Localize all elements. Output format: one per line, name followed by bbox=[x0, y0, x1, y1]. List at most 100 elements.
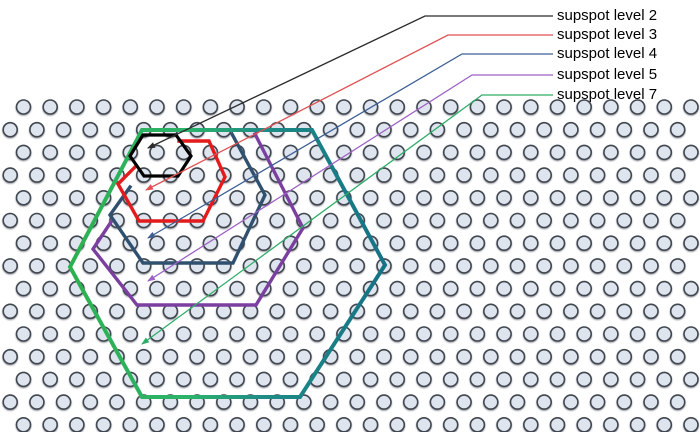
lattice-circle bbox=[175, 417, 192, 432]
lattice-circle bbox=[389, 190, 406, 206]
lattice-circle bbox=[549, 144, 566, 161]
legend-arrow-level-3 bbox=[145, 34, 553, 191]
lattice-circle bbox=[482, 167, 499, 183]
lattice-circle bbox=[669, 212, 686, 229]
lattice-circle bbox=[629, 190, 646, 206]
lattice-circle bbox=[669, 121, 686, 138]
lattice-circle bbox=[576, 235, 593, 251]
lattice-circle bbox=[589, 258, 606, 274]
lattice-circle bbox=[336, 417, 352, 432]
lattice-circle bbox=[629, 235, 646, 251]
lattice-circle bbox=[389, 99, 406, 115]
lattice-circle bbox=[149, 417, 165, 432]
lattice-circle bbox=[576, 144, 593, 161]
lattice-circle bbox=[202, 326, 219, 342]
lattice-circle bbox=[522, 371, 539, 388]
lattice-circle bbox=[429, 121, 446, 138]
lattice-circle bbox=[255, 326, 272, 342]
lattice-circle bbox=[589, 167, 606, 183]
lattice-circle bbox=[389, 417, 406, 432]
lattice-circle bbox=[42, 144, 59, 161]
lattice-circle bbox=[322, 303, 339, 320]
lattice-circle bbox=[576, 280, 593, 297]
lattice-circle bbox=[509, 303, 526, 320]
lattice-circle bbox=[469, 235, 486, 251]
lattice-circle bbox=[603, 417, 619, 432]
lattice-circle bbox=[175, 371, 192, 388]
lattice-circle bbox=[643, 121, 659, 138]
lattice-circle bbox=[362, 371, 379, 388]
lattice-circle bbox=[69, 144, 85, 161]
lattice-circle bbox=[282, 417, 299, 432]
hexagon-level-4-outline bbox=[107, 131, 267, 265]
lattice-circle bbox=[643, 258, 659, 274]
lattice-circle bbox=[576, 371, 593, 388]
lattice-circle bbox=[416, 326, 432, 342]
lattice-circle bbox=[656, 235, 673, 251]
lattice-circle bbox=[216, 348, 232, 365]
lattice-circle bbox=[629, 99, 646, 115]
lattice-circle bbox=[416, 280, 432, 297]
lattice-circle bbox=[549, 371, 566, 388]
lattice-circle bbox=[256, 417, 272, 432]
lattice-circle bbox=[496, 190, 512, 206]
lattice-circle bbox=[496, 144, 512, 161]
lattice-circle bbox=[109, 121, 125, 138]
lattice-circle bbox=[469, 190, 486, 206]
lattice-circle bbox=[216, 258, 232, 274]
lattice-circle bbox=[442, 235, 459, 251]
lattice-circle bbox=[149, 280, 165, 297]
lattice-circle bbox=[456, 303, 472, 320]
lattice-circle bbox=[2, 258, 18, 274]
lattice-circle bbox=[442, 371, 459, 388]
lattice-circle bbox=[175, 190, 192, 206]
lattice-circle bbox=[402, 394, 419, 410]
lattice-circle bbox=[549, 326, 566, 342]
lattice-circle bbox=[563, 394, 579, 410]
lattice-circle bbox=[536, 167, 553, 183]
legend-arrow-level-5 bbox=[147, 74, 553, 282]
lattice-circle bbox=[175, 326, 192, 342]
lattice-circle bbox=[255, 371, 272, 388]
lattice-circle bbox=[189, 348, 205, 365]
lattice-circle bbox=[135, 258, 152, 274]
lattice-circle bbox=[122, 99, 139, 115]
lattice-circle bbox=[469, 144, 486, 161]
lattice-circle bbox=[282, 99, 299, 115]
lattice-circle bbox=[442, 280, 459, 297]
lattice-circle bbox=[69, 326, 85, 342]
lattice-circle bbox=[255, 99, 272, 115]
lattice-circle bbox=[349, 348, 366, 365]
lattice-circle bbox=[629, 326, 646, 342]
legend-arrow-level-4 bbox=[147, 53, 553, 239]
lattice-circle bbox=[229, 371, 245, 388]
lattice-circle bbox=[616, 121, 633, 138]
lattice-circle bbox=[616, 212, 633, 229]
lattice-circle bbox=[309, 326, 326, 342]
lattice-circle bbox=[95, 417, 112, 432]
lattice-circle bbox=[322, 394, 339, 410]
lattice-circle bbox=[603, 99, 619, 115]
lattice-circle bbox=[309, 417, 325, 432]
lattice-circle bbox=[349, 121, 366, 138]
lattice-circle bbox=[589, 121, 606, 138]
lattice-circle bbox=[322, 258, 339, 274]
lattice-circle bbox=[616, 348, 633, 365]
lattice-circle bbox=[109, 258, 125, 274]
lattice-circle bbox=[376, 303, 392, 320]
lattice-circle bbox=[269, 212, 286, 229]
lattice-circle bbox=[496, 235, 512, 251]
lattice-circle bbox=[603, 371, 619, 388]
lattice-circle bbox=[336, 280, 352, 297]
legend-label-level-2: supspot level 2 bbox=[557, 7, 658, 24]
lattice-circle bbox=[282, 371, 299, 388]
lattice-circle bbox=[82, 394, 99, 410]
hexagon-level-5-outline bbox=[90, 131, 305, 307]
lattice-circle bbox=[469, 280, 486, 297]
lattice-circle bbox=[95, 144, 112, 161]
lattice-circle bbox=[576, 99, 593, 115]
lattice-circle bbox=[175, 235, 192, 251]
lattice-circle bbox=[309, 280, 326, 297]
lattice-circle bbox=[496, 326, 512, 342]
